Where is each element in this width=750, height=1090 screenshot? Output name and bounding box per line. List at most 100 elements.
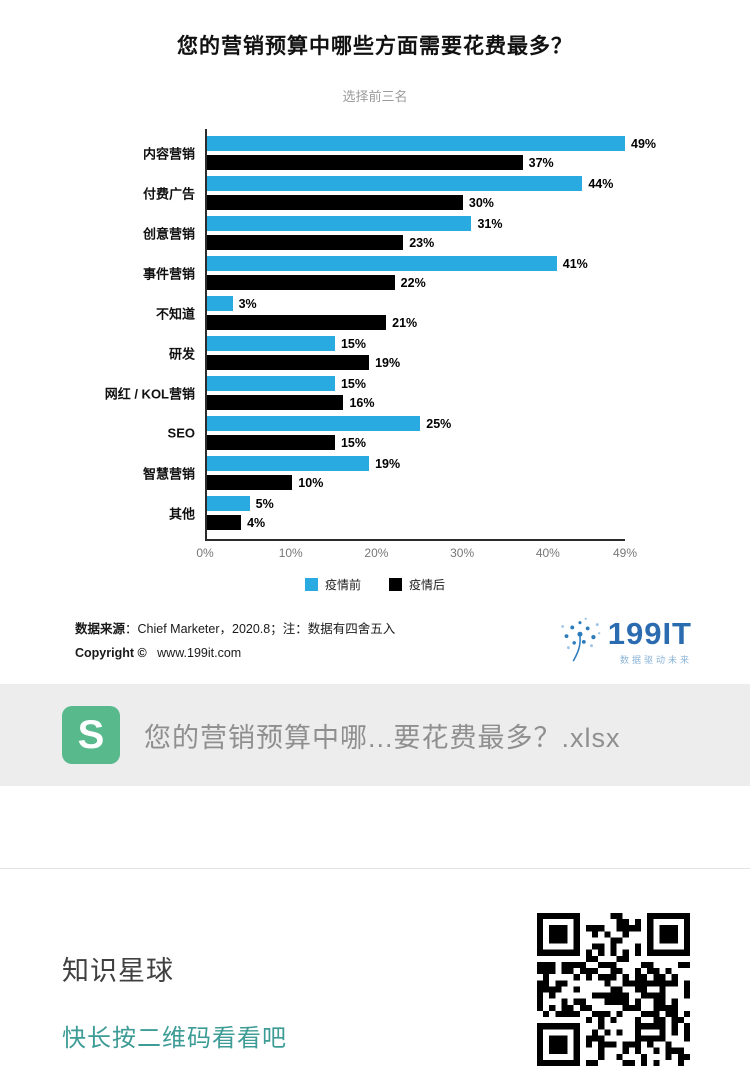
bar-group: 创意营销 31% 23% (143, 213, 625, 253)
bar-row: 30% (207, 195, 625, 210)
bar-value-label: 30% (468, 195, 494, 210)
attachment-bar[interactable]: S 您的营销预算中哪...要花费最多？.xlsx (0, 684, 750, 786)
bar-row: 44% (207, 176, 625, 191)
x-tick-label: 0% (196, 546, 214, 560)
bar-value-label: 15% (340, 336, 366, 351)
x-tick-label: 40% (535, 546, 560, 560)
bar-group: 其他 5% 4% (169, 493, 625, 533)
footer-text-block: 知识星球 快长按二维码看看吧 (62, 913, 287, 1053)
category-label: 不知道 (155, 306, 195, 322)
bar-row: 10% (207, 475, 625, 490)
legend-swatch (389, 578, 402, 591)
x-tick-label: 30% (450, 546, 475, 560)
bar (207, 195, 463, 210)
bar-row: 15% (207, 336, 625, 351)
bar-value-label: 19% (375, 355, 401, 370)
chart-subtitle: 选择前三名 (342, 89, 408, 104)
bar (207, 296, 233, 311)
bar-value-label: 44% (588, 176, 614, 191)
bar (207, 275, 395, 290)
bar-group: 事件营销 41% 22% (143, 253, 625, 293)
bar-value-label: 41% (562, 256, 588, 271)
bar (207, 155, 523, 170)
logo-text-block: 199IT 数据驱动未来 (608, 618, 692, 666)
bar-group: SEO 25% 15% (168, 413, 625, 453)
bar-value-label: 25% (426, 416, 452, 431)
legend-label: 疫情后 (409, 578, 446, 592)
copyright-line: Copyright © www.199it.com (75, 642, 395, 666)
copyright-label: Copyright © (75, 645, 147, 660)
source-label: 数据来源 (75, 621, 126, 636)
legend-item: 疫情后 (389, 576, 445, 593)
footer-section: 知识星球 快长按二维码看看吧 (0, 869, 750, 1066)
bar-row: 23% (207, 235, 625, 250)
copyright-url: www.199it.com (157, 645, 242, 660)
file-icon-letter: S (77, 712, 105, 757)
bar-value-label: 22% (400, 275, 426, 290)
bar-row: 15% (207, 376, 625, 391)
bar-group: 智慧营销 19% 10% (143, 453, 625, 493)
footer-title: 知识星球 (62, 956, 174, 986)
bar (207, 336, 335, 351)
bar (207, 435, 335, 450)
bar-row: 31% (207, 216, 625, 231)
bar (207, 395, 344, 410)
x-tick-label: 10% (278, 546, 303, 560)
bar-row: 19% (207, 355, 625, 370)
x-axis-ticks: 0% 10% 20% 30% 40% 49% (196, 546, 637, 564)
bar-value-label: 23% (409, 235, 435, 250)
source-line: 数据来源：Chief Marketer，2020.8；注：数据有四舍五入 (75, 618, 395, 642)
bar-group: 内容营销 49% 37% (143, 133, 656, 173)
bar-row: 4% (207, 515, 625, 530)
category-label: 研发 (168, 346, 195, 362)
attachment-filename: 您的营销预算中哪...要花费最多？.xlsx (144, 722, 621, 753)
divider (0, 868, 750, 869)
bar-value-label: 10% (298, 475, 324, 490)
qr-code[interactable] (537, 913, 690, 1066)
logo-name: 199IT (607, 615, 692, 651)
category-label: 创意营销 (142, 226, 195, 242)
chart-title: 您的营销预算中哪些方面需要花费最多？ (177, 35, 573, 58)
bar-row: 3% (207, 296, 625, 311)
bar-row: 37% (207, 155, 625, 170)
legend-swatch (304, 578, 318, 591)
chart-source: 数据来源：Chief Marketer，2020.8；注：数据有四舍五入 Cop… (75, 618, 395, 666)
bar-value-label: 3% (238, 296, 257, 311)
bar (207, 256, 557, 271)
x-tick-label: 20% (364, 546, 389, 560)
bar-row: 21% (207, 315, 625, 330)
bar-row: 25% (207, 416, 625, 431)
bar-group: 研发 15% 19% (169, 333, 625, 373)
category-label: 智慧营销 (142, 466, 195, 482)
bar-group: 网红 / KOL营销 15% 16% (105, 373, 625, 413)
logo-tagline: 数据驱动未来 (619, 654, 692, 665)
bar-group: 不知道 3% 21% (156, 293, 625, 333)
chart-plot-area: 内容营销 49% 37% 付费广告 44% 30% 创意营销 31% 23% 事件营销 41% 22%… (105, 129, 656, 541)
bar (207, 416, 421, 431)
legend-item: 疫情前 (304, 576, 361, 593)
legend-label: 疫情前 (324, 578, 361, 592)
chart-legend: 疫情前 疫情后 (0, 576, 750, 593)
bar (207, 136, 625, 151)
bar-value-label: 4% (247, 515, 266, 530)
bar (207, 475, 293, 490)
footer-subtitle: 快长按二维码看看吧 (62, 1025, 287, 1052)
bar-value-label: 49% (631, 136, 657, 151)
bar-value-label: 5% (255, 496, 274, 511)
bar-value-label: 37% (528, 155, 554, 170)
bar-chart: 内容营销 49% 37% 付费广告 44% 30% 创意营销 31% 23% 事件营销 41% 22%… (0, 129, 750, 593)
bar (207, 235, 404, 250)
category-label: 事件营销 (142, 266, 195, 282)
dandelion-icon (554, 613, 604, 670)
site-logo: 199IT 数据驱动未来 (554, 613, 692, 670)
bar-value-label: 16% (349, 395, 375, 410)
bar-row: 41% (207, 256, 625, 271)
bar-value-label: 31% (477, 216, 503, 231)
bar-row: 22% (207, 275, 625, 290)
bar-value-label: 19% (375, 456, 401, 471)
bar-row: 16% (207, 395, 625, 410)
bar-row: 49% (207, 136, 656, 151)
bar (207, 355, 370, 370)
xlsx-file-icon: S (62, 706, 120, 764)
